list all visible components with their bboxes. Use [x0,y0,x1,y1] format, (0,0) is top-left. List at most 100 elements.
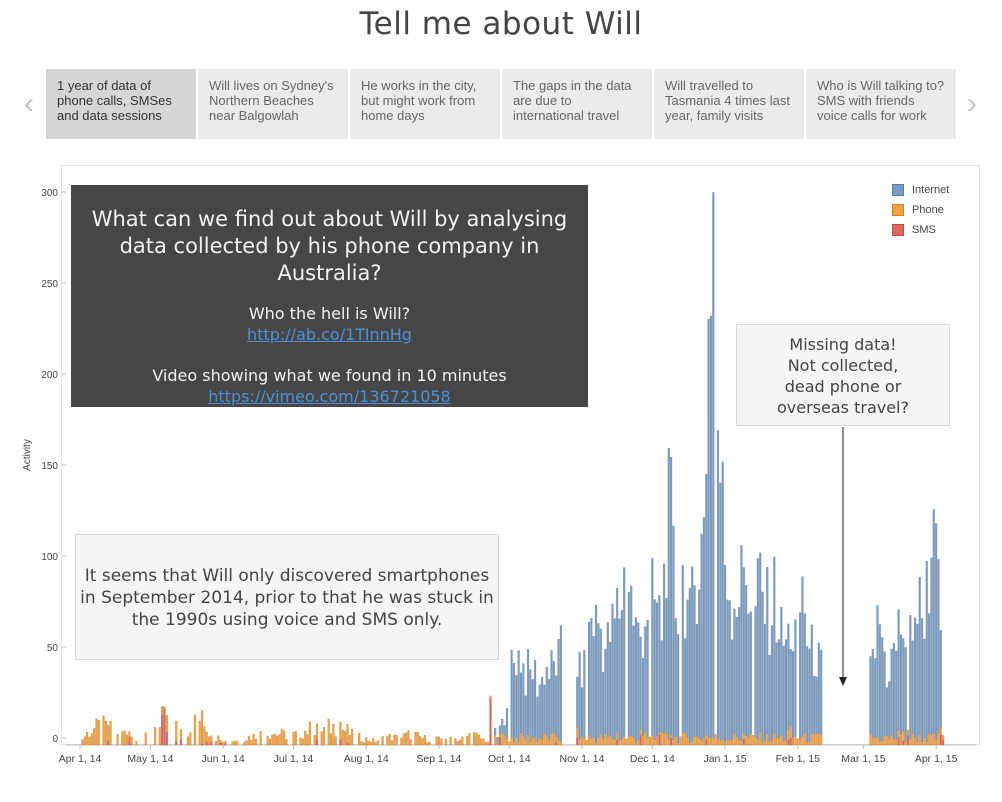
bar-internet[interactable] [681,565,684,733]
bar-phone[interactable] [477,734,480,746]
bar-phone[interactable] [158,727,161,746]
bar-internet[interactable] [909,615,912,740]
bar-phone[interactable] [679,736,682,746]
bar-phone[interactable] [109,720,112,746]
bar-phone[interactable] [322,727,326,746]
bar-internet[interactable] [505,708,509,739]
bar-sms[interactable] [942,740,945,746]
bar-phone[interactable] [372,737,375,746]
bar-internet[interactable] [895,650,898,740]
bar-phone[interactable] [175,720,178,743]
bar-phone[interactable] [186,736,190,746]
bar-phone[interactable] [808,741,811,746]
bar-phone[interactable] [723,741,727,746]
bar-internet[interactable] [716,430,720,739]
bar-phone[interactable] [341,729,344,746]
bar-internet[interactable] [496,736,499,744]
bar-internet[interactable] [761,591,764,744]
bar-internet[interactable] [533,660,537,738]
bar-internet[interactable] [871,648,874,739]
bar-phone[interactable] [761,742,764,746]
bar-internet[interactable] [662,563,666,733]
legend-item-internet[interactable]: Internet [892,180,949,200]
bar-phone[interactable] [254,738,258,746]
bar-phone[interactable] [754,736,757,746]
bar-phone[interactable] [205,731,208,743]
bar-internet[interactable] [815,676,818,735]
bar-phone[interactable] [726,739,729,746]
bar-sms[interactable] [224,743,227,746]
bar-internet[interactable] [920,618,924,742]
bar-phone[interactable] [904,740,907,746]
bar-phone[interactable] [458,739,462,746]
bar-phone[interactable] [517,741,520,746]
bar-sms[interactable] [897,736,900,746]
bar-phone[interactable] [540,738,544,746]
bar-internet[interactable] [695,623,699,737]
intro-link-video[interactable]: https://vimeo.com/136721058 [208,387,451,406]
bar-phone[interactable] [871,738,874,746]
bar-internet[interactable] [503,725,506,736]
bar-internet[interactable] [510,649,513,737]
bar-phone[interactable] [376,740,380,746]
bar-phone[interactable] [275,735,279,746]
bar-internet[interactable] [611,603,614,740]
bar-phone[interactable] [144,732,147,746]
bar-phone[interactable] [104,720,108,746]
bar-internet[interactable] [730,639,734,740]
bar-sms[interactable] [205,741,208,746]
bar-phone[interactable] [618,740,621,746]
bar-internet[interactable] [749,611,753,734]
bar-phone[interactable] [85,731,89,746]
bar-phone[interactable] [681,732,684,746]
bar-phone[interactable] [658,731,661,735]
bar-internet[interactable] [672,525,675,740]
bar-phone[interactable] [634,741,638,746]
bar-phone[interactable] [123,730,126,746]
bar-internet[interactable] [878,624,882,742]
bar-phone[interactable] [221,741,225,746]
bar-phone[interactable] [773,733,776,746]
bar-phone[interactable] [693,736,696,746]
bar-sms[interactable] [742,739,745,746]
bar-internet[interactable] [536,696,539,742]
bar-phone[interactable] [193,714,197,746]
bar-phone[interactable] [97,719,100,746]
bar-internet[interactable] [676,634,680,744]
bar-internet[interactable] [583,650,586,739]
bar-phone[interactable] [454,738,457,746]
bar-internet[interactable] [803,613,806,733]
bar-phone[interactable] [608,734,612,746]
bar-internet[interactable] [658,594,661,733]
bar-internet[interactable] [876,605,879,738]
bar-internet[interactable] [934,523,938,740]
bar-phone[interactable] [623,736,626,746]
bar-internet[interactable] [623,567,626,737]
bar-phone[interactable] [444,738,448,746]
bar-phone[interactable] [597,737,600,746]
bar-phone[interactable] [815,734,818,746]
bar-phone[interactable] [395,734,398,746]
bar-internet[interactable] [892,642,896,740]
bar-phone[interactable] [939,726,942,736]
bar-internet[interactable] [883,651,886,737]
bar-internet[interactable] [873,658,877,738]
bar-phone[interactable] [524,739,527,746]
bar-phone[interactable] [547,740,551,746]
bar-phone[interactable] [393,734,396,746]
bar-phone[interactable] [418,736,422,746]
bar-internet[interactable] [641,658,645,736]
bar-internet[interactable] [777,639,781,738]
bar-phone[interactable] [308,721,312,746]
bar-sms[interactable] [210,741,213,746]
bar-phone[interactable] [217,735,220,746]
bar-phone[interactable] [508,741,511,746]
bar-phone[interactable] [475,732,478,746]
bar-phone[interactable] [294,731,298,746]
bar-phone[interactable] [407,730,410,746]
bar-phone[interactable] [165,714,169,733]
bar-phone[interactable] [895,739,898,746]
bar-internet[interactable] [632,625,635,739]
bar-internet[interactable] [531,679,534,739]
bar-phone[interactable] [620,738,624,746]
